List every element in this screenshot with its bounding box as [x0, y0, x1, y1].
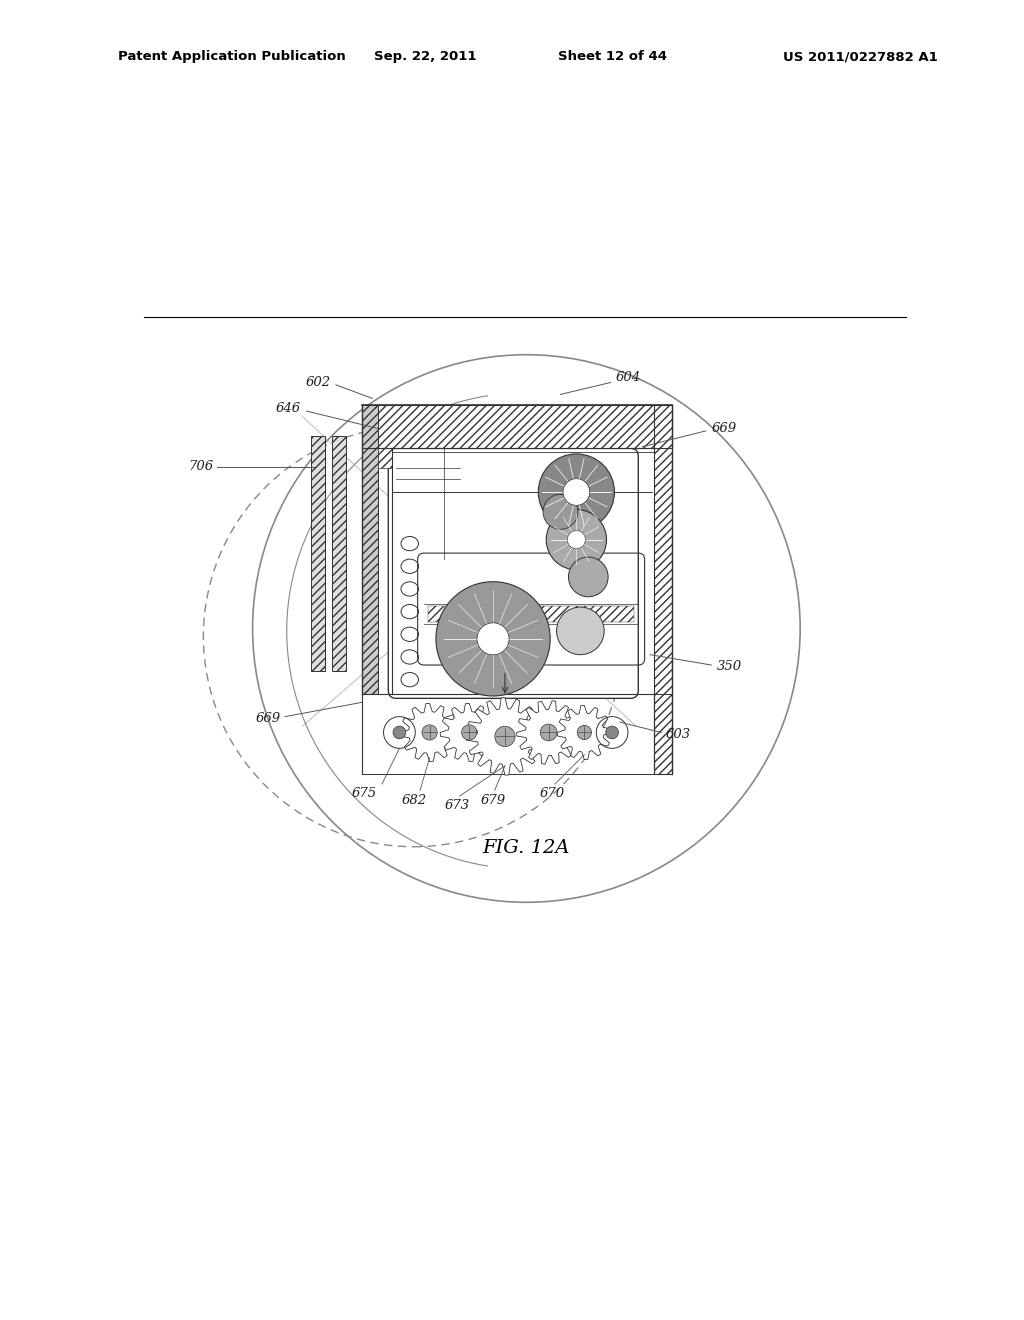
Circle shape: [606, 726, 618, 739]
Text: Sheet 12 of 44: Sheet 12 of 44: [558, 50, 667, 63]
Text: 679: 679: [480, 793, 506, 807]
Circle shape: [567, 531, 586, 549]
Text: 669: 669: [712, 422, 736, 436]
Text: 669: 669: [255, 711, 281, 725]
Circle shape: [568, 557, 608, 597]
Polygon shape: [440, 704, 499, 762]
Text: 646: 646: [275, 403, 301, 416]
Bar: [310, 437, 325, 671]
FancyBboxPatch shape: [388, 449, 638, 698]
Text: 350: 350: [717, 660, 742, 673]
Polygon shape: [466, 698, 544, 775]
Circle shape: [541, 725, 557, 741]
Polygon shape: [557, 705, 611, 759]
Circle shape: [477, 623, 509, 655]
Bar: [332, 437, 346, 671]
Text: 603: 603: [666, 727, 691, 741]
Circle shape: [557, 607, 604, 655]
Text: 670: 670: [540, 787, 565, 800]
Polygon shape: [517, 701, 581, 764]
Text: 706: 706: [188, 461, 214, 473]
Text: US 2011/0227882 A1: US 2011/0227882 A1: [782, 50, 938, 63]
Circle shape: [546, 510, 606, 570]
Bar: [392, 449, 511, 492]
Text: 673: 673: [444, 799, 470, 812]
Bar: [378, 449, 392, 469]
Circle shape: [495, 726, 515, 747]
Text: 675: 675: [352, 787, 377, 800]
Circle shape: [462, 725, 477, 741]
Text: Sep. 22, 2011: Sep. 22, 2011: [374, 50, 476, 63]
Bar: [362, 405, 672, 449]
Circle shape: [539, 454, 614, 531]
Text: 604: 604: [616, 371, 641, 384]
Text: 602: 602: [305, 376, 331, 389]
Circle shape: [563, 479, 590, 506]
Circle shape: [436, 582, 550, 696]
Circle shape: [578, 726, 592, 739]
Text: Patent Application Publication: Patent Application Publication: [118, 50, 345, 63]
Circle shape: [422, 725, 437, 741]
Bar: [362, 405, 378, 694]
Circle shape: [543, 495, 578, 529]
Bar: [428, 606, 634, 622]
Text: FIG. 12A: FIG. 12A: [482, 838, 570, 857]
Text: 682: 682: [401, 793, 426, 807]
Polygon shape: [400, 704, 459, 762]
Circle shape: [393, 726, 406, 739]
Bar: [654, 405, 672, 774]
